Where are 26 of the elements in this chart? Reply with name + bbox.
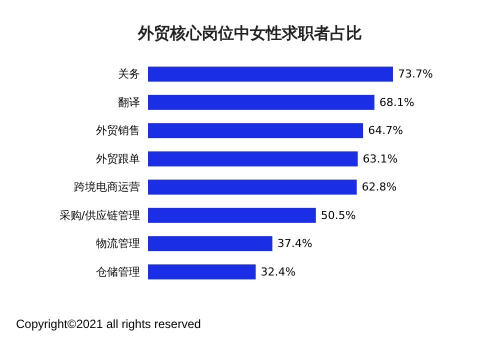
y-tick-label: 仓储管理 — [96, 265, 140, 278]
y-tick-label: 外贸销售 — [96, 124, 140, 138]
bar — [148, 94, 374, 110]
bar — [148, 123, 364, 138]
chart-title: 外贸核心岗位中女性求职者占比 — [137, 24, 362, 42]
y-tick-label: 翻译 — [118, 96, 140, 109]
bar — [148, 264, 256, 280]
bar — [148, 208, 316, 223]
data-label: 37.4% — [277, 237, 312, 250]
bar — [148, 236, 272, 252]
data-label: 50.5% — [320, 208, 356, 222]
data-label: 73.7% — [398, 68, 433, 81]
bar — [148, 66, 393, 82]
bar — [148, 180, 357, 195]
data-label: 63.1% — [362, 152, 398, 166]
data-label: 32.4% — [260, 265, 296, 278]
data-label: 64.7% — [368, 124, 404, 138]
bar — [148, 151, 358, 166]
data-label: 62.8% — [362, 180, 397, 194]
y-tick-label: 采购/供应链管理 — [59, 208, 140, 222]
y-tick-label: 跨境电商运营 — [74, 180, 140, 194]
data-label: 68.1% — [379, 96, 414, 109]
y-tick-label: 外贸跟单 — [96, 152, 140, 166]
text: Copyright©2021 all rights reserved — [16, 317, 201, 331]
y-tick-label: 关务 — [118, 68, 140, 81]
y-tick-label: 物流管理 — [96, 237, 140, 250]
